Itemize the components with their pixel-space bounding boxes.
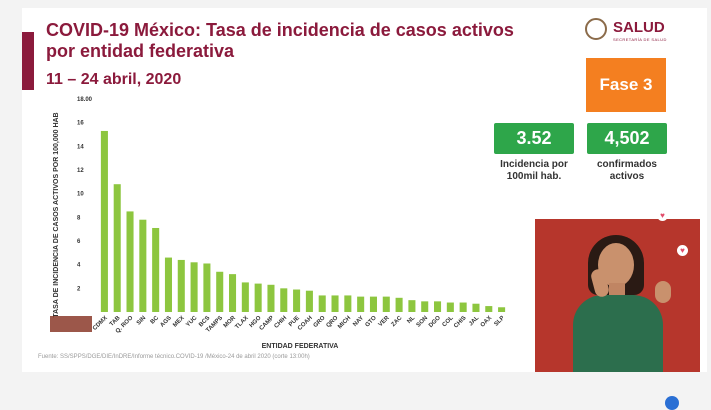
source-note: Fuente: SS/SPPS/DGE/DIE/InDRE/Informe té… xyxy=(38,354,310,360)
bar xyxy=(293,289,301,312)
y-tick-label: 14 xyxy=(77,144,84,150)
incidence-value: 3.52 xyxy=(494,123,574,154)
page-title: COVID-19 México: Tasa de incidencia de c… xyxy=(46,20,514,61)
logo-text: SALUD xyxy=(613,19,665,36)
bar xyxy=(344,295,352,312)
y-axis-title: TASA DE INCIDENCIA DE CASOS ACTIVOS POR … xyxy=(53,112,60,317)
x-tick-label: MEX xyxy=(172,315,185,328)
heart-icon[interactable]: ♥ xyxy=(677,245,688,256)
x-tick-label: YUC xyxy=(185,315,199,329)
x-tick-label: CHIS xyxy=(453,315,467,329)
x-tick-label: COAH xyxy=(297,315,314,332)
like-icon[interactable] xyxy=(665,396,679,410)
team-photo xyxy=(50,316,92,332)
bar xyxy=(485,306,493,312)
x-tick-label: SON xyxy=(416,315,429,328)
x-tick-label: JAL xyxy=(468,315,480,327)
x-tick-label: MICH xyxy=(337,315,352,330)
y-tick-label: 12 xyxy=(77,168,84,174)
x-tick-label: TLAX xyxy=(234,315,249,330)
bar xyxy=(305,290,313,312)
sign-language-interpreter xyxy=(535,219,700,372)
bar xyxy=(421,301,429,312)
bar xyxy=(434,301,442,312)
x-tick-label: CHIH xyxy=(274,315,289,330)
y-tick-label: 6 xyxy=(77,239,81,245)
y-tick-label: 16 xyxy=(77,121,84,127)
x-tick-label: DGO xyxy=(428,315,442,329)
y-tick-label: 8 xyxy=(77,215,81,221)
bar xyxy=(267,284,275,312)
bar xyxy=(369,296,377,312)
x-tick-label: NAY xyxy=(352,315,365,328)
x-axis-title: ENTIDAD FEDERATIVA xyxy=(262,343,339,350)
x-tick-label: NL xyxy=(406,315,416,325)
bar xyxy=(113,184,121,312)
logo-subtext: SECRETARÍA DE SALUD xyxy=(613,37,667,42)
bar xyxy=(446,302,454,312)
incidence-label: Incidencia por 100mil hab. xyxy=(500,159,568,182)
interpreter-body xyxy=(573,295,663,372)
emblem-icon xyxy=(585,18,607,40)
bar xyxy=(100,130,108,312)
y-tick-label: 4 xyxy=(77,263,81,269)
x-tick-label: SLP xyxy=(494,315,506,327)
bar xyxy=(382,296,390,312)
incidence-bar-chart: TASA DE INCIDENCIA DE CASOS ACTIVOS POR … xyxy=(53,97,506,350)
x-tick-label: BC xyxy=(150,315,161,326)
x-tick-label: CDMX xyxy=(92,315,109,332)
y-axis-ticks: 2 4 6 8 10 12 14 16 18.00 xyxy=(77,97,93,292)
date-range: 11 – 24 abril, 2020 xyxy=(46,71,182,88)
x-tick-label: SIN xyxy=(136,315,147,326)
bar xyxy=(318,295,326,312)
confirmed-value: 4,502 xyxy=(587,123,667,154)
y-tick-label: 10 xyxy=(77,192,84,198)
bar xyxy=(177,259,185,312)
bar xyxy=(152,227,160,312)
x-tick-label: OAX xyxy=(480,315,493,328)
bar xyxy=(164,257,172,312)
bars-group xyxy=(100,130,506,312)
bar xyxy=(408,300,416,312)
y-tick-label: 18.00 xyxy=(77,97,93,103)
x-tick-label: VER xyxy=(378,315,391,328)
bar xyxy=(459,302,467,312)
bar xyxy=(139,219,147,312)
phase-badge: Fase 3 xyxy=(586,58,666,112)
x-tick-label: ZAC xyxy=(391,315,404,328)
bar xyxy=(241,282,249,312)
bar xyxy=(216,271,224,312)
y-tick-label: 2 xyxy=(77,286,81,292)
bar xyxy=(280,288,288,312)
x-tick-label: AGS xyxy=(159,315,172,328)
bar xyxy=(331,295,339,312)
bar xyxy=(395,297,403,312)
bar xyxy=(498,307,506,312)
title-accent-bar xyxy=(22,32,34,90)
confirmed-label: confirmados activos xyxy=(596,159,657,182)
bar xyxy=(190,262,198,312)
bar xyxy=(203,263,211,312)
interpreter-hand-right xyxy=(655,281,671,303)
bar xyxy=(229,274,237,312)
bar xyxy=(126,211,134,312)
x-tick-label: GTO xyxy=(365,315,379,329)
bar xyxy=(254,283,262,312)
heart-icon[interactable]: ♥ xyxy=(657,210,668,221)
salud-logo: SALUD SECRETARÍA DE SALUD xyxy=(585,18,705,44)
x-tick-label: CAMP xyxy=(259,315,276,332)
x-tick-label: GRO xyxy=(313,315,327,329)
bar xyxy=(472,303,480,312)
bar xyxy=(357,296,365,312)
